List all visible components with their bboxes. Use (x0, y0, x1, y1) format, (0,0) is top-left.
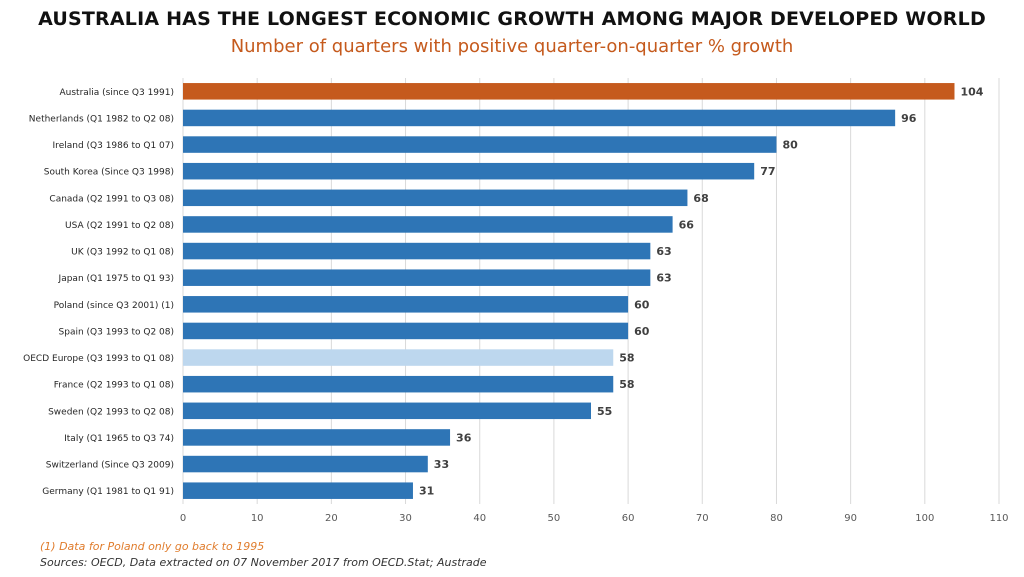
category-label: Spain (Q3 1993 to Q2 08) (59, 327, 174, 337)
x-tick-label: 50 (548, 513, 561, 524)
x-tick-label: 40 (473, 513, 486, 524)
bar (183, 375, 614, 393)
data-label: 63 (656, 245, 671, 258)
category-label: UK (Q3 1992 to Q1 08) (71, 248, 174, 258)
bar (183, 189, 688, 207)
category-label: Italy (Q1 1965 to Q3 74) (64, 434, 174, 444)
bar (183, 83, 955, 100)
x-tick-label: 110 (989, 513, 1008, 524)
bar (183, 162, 755, 180)
source-note: Sources: OECD, Data extracted on 07 Nove… (40, 556, 487, 569)
x-tick-label: 60 (622, 513, 635, 524)
data-label: 33 (434, 458, 449, 471)
bar (183, 242, 651, 260)
category-label: South Korea (Since Q3 1998) (44, 168, 174, 178)
category-label: Australia (since Q3 1991) (59, 88, 174, 98)
data-label: 58 (619, 352, 634, 365)
data-label: 77 (760, 165, 775, 178)
data-label: 55 (597, 405, 612, 418)
category-label: Netherlands (Q1 1982 to Q2 08) (29, 114, 174, 124)
x-tick-label: 80 (770, 513, 783, 524)
category-label: Japan (Q1 1975 to Q1 93) (58, 274, 174, 284)
data-label: 96 (901, 112, 917, 125)
category-label: France (Q2 1993 to Q1 08) (54, 381, 174, 391)
bar (183, 322, 629, 340)
category-label: Poland (since Q3 2001) (1) (54, 301, 174, 311)
category-label: Switzerland (Since Q3 2009) (46, 461, 174, 471)
category-label: USA (Q2 1991 to Q2 08) (65, 221, 174, 231)
bar (183, 402, 591, 420)
data-label: 36 (456, 431, 472, 444)
x-tick-label: 70 (696, 513, 709, 524)
x-tick-label: 0 (180, 513, 186, 524)
data-label: 31 (419, 485, 434, 498)
data-label: 66 (679, 218, 695, 231)
data-label: 80 (782, 139, 798, 152)
x-tick-label: 20 (325, 513, 338, 524)
category-label: OECD Europe (Q3 1993 to Q1 08) (23, 354, 174, 364)
category-label: Ireland (Q3 1986 to Q1 07) (53, 141, 174, 151)
bar (183, 429, 451, 446)
data-label: 60 (634, 298, 650, 311)
data-label: 58 (619, 378, 634, 391)
data-label: 63 (656, 272, 671, 285)
bar (183, 349, 614, 366)
footnote: (1) Data for Poland only go back to 1995 (40, 540, 265, 553)
bar (183, 109, 896, 127)
category-label: Sweden (Q2 1993 to Q2 08) (48, 407, 174, 417)
data-label: 104 (960, 85, 983, 98)
bar (183, 136, 777, 153)
data-label: 60 (634, 325, 650, 338)
bar (183, 216, 673, 233)
bar (183, 482, 413, 499)
x-tick-label: 90 (844, 513, 857, 524)
data-label: 68 (693, 192, 708, 205)
bar (183, 269, 651, 286)
x-tick-label: 100 (915, 513, 934, 524)
x-tick-label: 10 (251, 513, 264, 524)
category-label: Canada (Q2 1991 to Q3 08) (49, 194, 174, 204)
chart-title: AUSTRALIA HAS THE LONGEST ECONOMIC GROWT… (38, 8, 986, 30)
chart-subtitle: Number of quarters with positive quarter… (230, 36, 794, 57)
bar (183, 455, 428, 473)
x-tick-label: 30 (399, 513, 412, 524)
bar (183, 296, 629, 313)
category-label: Germany (Q1 1981 to Q1 91) (42, 487, 174, 497)
